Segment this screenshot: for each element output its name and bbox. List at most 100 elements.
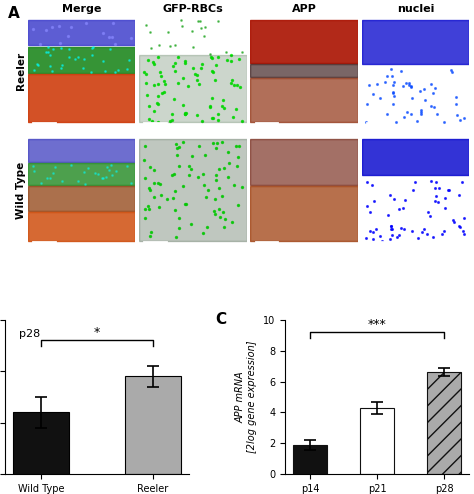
Point xyxy=(389,81,397,89)
Point xyxy=(182,57,189,65)
Point xyxy=(230,181,237,189)
Point xyxy=(238,183,246,191)
Point xyxy=(206,50,214,58)
Point xyxy=(180,101,187,109)
Point xyxy=(37,179,45,187)
Point xyxy=(74,53,82,61)
Point xyxy=(168,171,175,179)
Point xyxy=(84,164,92,172)
Bar xyxy=(250,64,358,77)
Point xyxy=(146,103,153,111)
Point xyxy=(170,95,178,103)
Point xyxy=(199,60,206,68)
Point xyxy=(52,163,59,171)
Point xyxy=(143,91,150,99)
Point xyxy=(392,118,399,125)
Text: Wild Type: Wild Type xyxy=(16,162,26,219)
Point xyxy=(150,107,157,115)
Point xyxy=(402,79,410,87)
Point xyxy=(142,70,149,78)
Point xyxy=(198,24,205,32)
Point xyxy=(80,167,87,175)
Point xyxy=(456,223,464,231)
Point xyxy=(421,96,428,104)
Point xyxy=(203,223,211,231)
Point xyxy=(234,201,242,209)
Point xyxy=(166,42,174,50)
Point xyxy=(64,33,72,41)
Point xyxy=(416,87,424,95)
Point xyxy=(145,184,153,192)
Point xyxy=(460,214,467,222)
Bar xyxy=(362,139,469,175)
Point xyxy=(441,204,448,212)
Point xyxy=(438,230,446,238)
Point xyxy=(229,113,237,121)
Point xyxy=(171,187,179,195)
Point xyxy=(424,208,431,216)
Point xyxy=(57,64,65,72)
Point xyxy=(201,23,209,31)
Title: Merge: Merge xyxy=(62,4,101,14)
Point xyxy=(433,178,440,186)
Point xyxy=(181,109,189,117)
Point xyxy=(58,177,66,185)
Point xyxy=(212,195,219,203)
Point xyxy=(46,51,54,59)
Point xyxy=(215,205,223,213)
Bar xyxy=(362,20,469,64)
Point xyxy=(193,111,201,119)
Point xyxy=(146,28,154,36)
Point xyxy=(453,111,461,119)
Point xyxy=(184,82,192,90)
Text: Reeler: Reeler xyxy=(16,52,26,90)
Point xyxy=(197,64,204,72)
Point xyxy=(42,48,50,56)
Point xyxy=(209,114,217,122)
Point xyxy=(74,177,82,185)
Point xyxy=(213,139,220,147)
Point xyxy=(227,80,235,87)
Point xyxy=(440,118,448,126)
Point xyxy=(189,43,197,51)
Point xyxy=(389,231,396,239)
Point xyxy=(214,53,222,61)
Point xyxy=(89,43,97,51)
Point xyxy=(157,72,164,80)
Point xyxy=(115,67,122,75)
Point xyxy=(427,102,435,110)
Point xyxy=(173,233,180,241)
Point xyxy=(112,167,120,175)
Bar xyxy=(27,20,136,45)
Point xyxy=(224,148,232,156)
Point xyxy=(29,163,36,170)
Point xyxy=(29,25,36,33)
Point xyxy=(155,41,163,49)
Bar xyxy=(293,445,327,474)
Point xyxy=(214,117,222,124)
Point xyxy=(182,111,189,119)
Point xyxy=(400,225,408,233)
Point xyxy=(376,94,384,102)
Point xyxy=(141,142,148,150)
Bar xyxy=(27,163,136,185)
Point xyxy=(234,153,242,161)
Point xyxy=(195,80,203,87)
Point xyxy=(105,33,113,41)
Bar xyxy=(360,408,394,474)
Point xyxy=(219,138,226,146)
Point xyxy=(210,139,217,147)
Point xyxy=(171,67,179,75)
Point xyxy=(65,53,73,61)
Point xyxy=(173,144,181,152)
Point xyxy=(399,82,407,89)
Point xyxy=(441,194,448,202)
Point xyxy=(166,117,174,125)
Point xyxy=(369,228,377,236)
Point xyxy=(144,56,152,64)
Bar xyxy=(428,372,461,474)
Point xyxy=(387,235,394,243)
Point xyxy=(181,110,189,118)
Point xyxy=(418,228,426,236)
Point xyxy=(127,34,134,41)
